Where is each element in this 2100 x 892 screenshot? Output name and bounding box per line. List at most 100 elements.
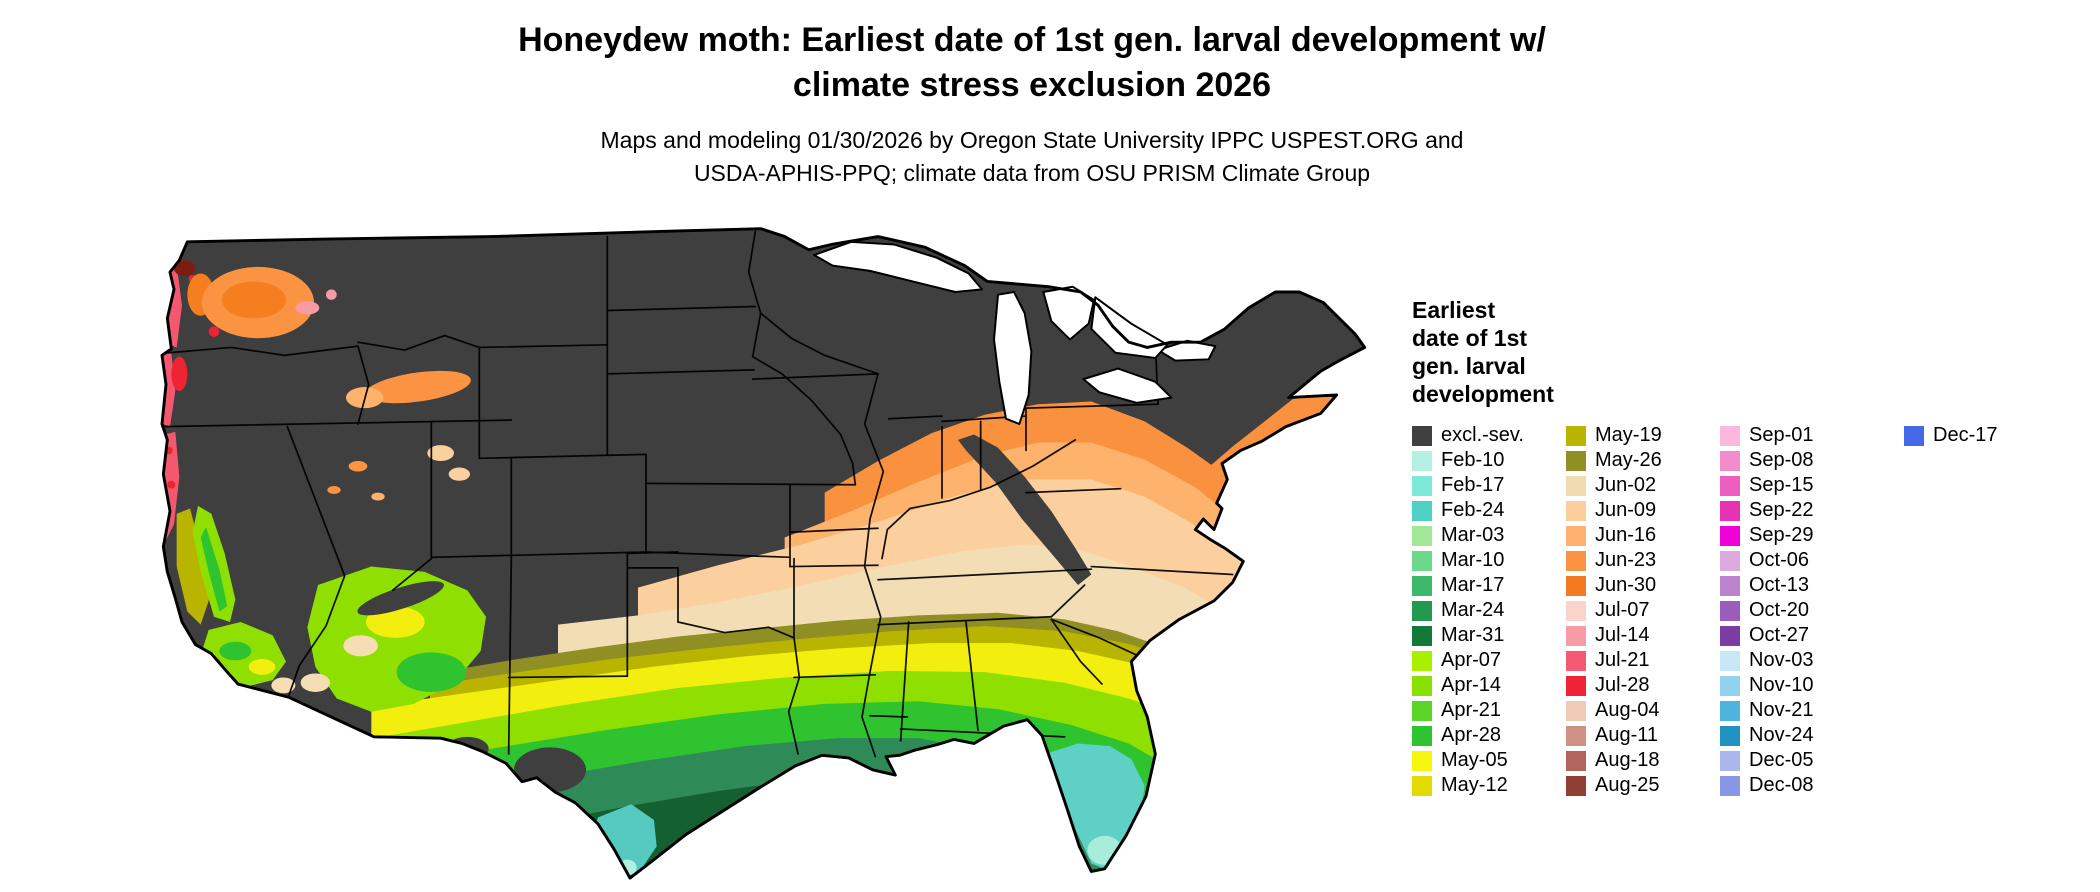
legend-swatch xyxy=(1412,650,1432,671)
legend-swatch xyxy=(1566,525,1586,546)
legend-label: Nov-24 xyxy=(1749,724,1814,746)
legend-label: Feb-17 xyxy=(1441,474,1505,496)
map-header: Honeydew moth: Earliest date of 1st gen.… xyxy=(0,18,2064,190)
legend-item: Feb-17 xyxy=(1412,473,1566,498)
legend-item: May-12 xyxy=(1412,773,1566,798)
legend-swatch xyxy=(1720,600,1740,621)
legend-label: Dec-08 xyxy=(1749,774,1814,796)
legend-label: Jul-21 xyxy=(1595,649,1650,671)
legend-columns: excl.-sev. Feb-10 Feb-17 Feb-24 Mar-03 Mar-10… xyxy=(1412,423,2092,798)
legend-item: Nov-03 xyxy=(1720,648,1904,673)
legend-label: Mar-24 xyxy=(1441,599,1505,621)
legend-swatch xyxy=(1566,550,1586,571)
legend-swatch xyxy=(1720,450,1740,471)
legend-item: Oct-13 xyxy=(1720,573,1904,598)
legend-column-4: Dec-17 xyxy=(1904,423,2054,448)
legend-item: Jun-23 xyxy=(1566,548,1720,573)
legend-label: Jun-02 xyxy=(1595,474,1657,496)
legend-item: Jun-30 xyxy=(1566,573,1720,598)
legend-item: Oct-06 xyxy=(1720,548,1904,573)
legend-label: Apr-28 xyxy=(1441,724,1502,746)
legend-label: Mar-10 xyxy=(1441,549,1505,571)
legend-label: May-26 xyxy=(1595,449,1662,471)
legend-swatch xyxy=(1720,500,1740,521)
legend-label: Jul-28 xyxy=(1595,674,1650,696)
legend-label: Dec-05 xyxy=(1749,749,1814,771)
ontario-canada-wedge xyxy=(1090,296,1169,359)
legend-swatch xyxy=(1412,425,1432,446)
legend-item: Aug-18 xyxy=(1566,748,1720,773)
legend-item: Sep-22 xyxy=(1720,498,1904,523)
legend-swatch xyxy=(1412,550,1432,571)
legend-label: Jun-23 xyxy=(1595,549,1657,571)
legend-label: Apr-14 xyxy=(1441,674,1502,696)
legend-item: Apr-14 xyxy=(1412,673,1566,698)
legend-swatch xyxy=(1720,725,1740,746)
legend-label: Sep-08 xyxy=(1749,449,1814,471)
legend-swatch xyxy=(1566,675,1586,696)
legend-label: Oct-06 xyxy=(1749,549,1810,571)
legend-item: Jun-09 xyxy=(1566,498,1720,523)
legend-item: Apr-21 xyxy=(1412,698,1566,723)
legend-column-1: excl.-sev. Feb-10 Feb-17 Feb-24 Mar-03 Mar-10… xyxy=(1412,423,1566,798)
legend-label: Aug-04 xyxy=(1595,699,1660,721)
legend-item: Dec-05 xyxy=(1720,748,1904,773)
map-region-great-basin xyxy=(327,370,471,501)
legend-swatch xyxy=(1720,525,1740,546)
legend-item: Apr-07 xyxy=(1412,648,1566,673)
legend-swatch xyxy=(1566,575,1586,596)
legend-swatch xyxy=(1566,450,1586,471)
legend-label: Apr-21 xyxy=(1441,699,1502,721)
map-title-line2: climate stress exclusion 2026 xyxy=(792,65,1272,104)
legend-title-line: gen. larval xyxy=(1412,353,1526,379)
legend-item: Jul-28 xyxy=(1566,673,1720,698)
legend-title-line: development xyxy=(1412,381,1554,407)
us-outline xyxy=(160,227,1367,880)
legend-item: Sep-15 xyxy=(1720,473,1904,498)
legend-item: Aug-25 xyxy=(1566,773,1720,798)
legend-item: Nov-10 xyxy=(1720,673,1904,698)
legend-item: Oct-27 xyxy=(1720,623,1904,648)
legend-item: Aug-11 xyxy=(1566,723,1720,748)
legend-item: excl.-sev. xyxy=(1412,423,1566,448)
legend-swatch xyxy=(1412,725,1432,746)
legend-label: Sep-29 xyxy=(1749,524,1814,546)
legend-swatch xyxy=(1566,725,1586,746)
legend-item: Mar-10 xyxy=(1412,548,1566,573)
legend-item: Jun-02 xyxy=(1566,473,1720,498)
legend-swatch xyxy=(1566,425,1586,446)
legend-swatch xyxy=(1566,475,1586,496)
legend-item: Feb-24 xyxy=(1412,498,1566,523)
legend-item: Jun-16 xyxy=(1566,523,1720,548)
legend-label: Mar-03 xyxy=(1441,524,1505,546)
map-subtitle-line1: Maps and modeling 01/30/2026 by Oregon S… xyxy=(600,126,1464,153)
us-map xyxy=(158,226,1398,886)
legend-item: Mar-03 xyxy=(1412,523,1566,548)
legend-item: Apr-28 xyxy=(1412,723,1566,748)
legend-item: May-05 xyxy=(1412,748,1566,773)
legend-label: Feb-24 xyxy=(1441,499,1505,521)
legend-item: Dec-08 xyxy=(1720,773,1904,798)
legend-swatch xyxy=(1566,500,1586,521)
map-region-arizona xyxy=(300,566,486,712)
legend-title-line: Earliest xyxy=(1412,297,1496,323)
legend-item: May-26 xyxy=(1566,448,1720,473)
legend-label: Oct-20 xyxy=(1749,599,1810,621)
legend-label: Jul-14 xyxy=(1595,624,1650,646)
lake-michigan xyxy=(993,291,1033,425)
legend-swatch xyxy=(1412,525,1432,546)
legend-swatch xyxy=(1566,600,1586,621)
legend-item: Oct-20 xyxy=(1720,598,1904,623)
legend-swatch xyxy=(1412,750,1432,771)
great-lakes xyxy=(813,240,1217,425)
lake-erie xyxy=(1082,367,1173,404)
legend-label: Dec-17 xyxy=(1933,424,1998,446)
legend-swatch xyxy=(1412,500,1432,521)
legend-swatch xyxy=(1566,700,1586,721)
legend-swatch xyxy=(1720,675,1740,696)
legend-item: Jul-07 xyxy=(1566,598,1720,623)
legend-item: Sep-01 xyxy=(1720,423,1904,448)
legend-swatch xyxy=(1720,650,1740,671)
legend-swatch xyxy=(1412,625,1432,646)
